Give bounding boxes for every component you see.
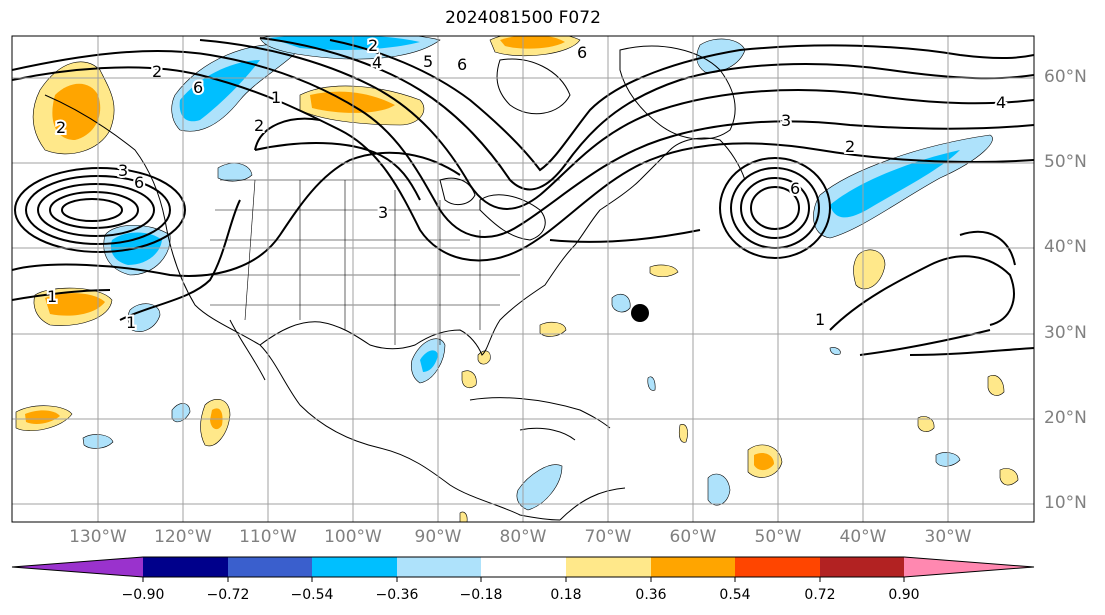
lat-label: 20°N <box>1044 408 1087 428</box>
contour-label: 6 <box>457 55 467 74</box>
colorbar-tick-label: −0.36 <box>375 587 419 603</box>
shade-pos <box>500 36 565 49</box>
shade-pos <box>987 374 1005 396</box>
colorbar-tick-label: −0.18 <box>459 587 503 603</box>
colorbar-bin <box>481 557 566 577</box>
colorbar-bin <box>143 557 228 577</box>
shade-neg <box>171 403 191 423</box>
colorbar-tick-label: 0.72 <box>804 587 836 603</box>
lat-label: 30°N <box>1044 323 1087 343</box>
lon-label: 100°W <box>324 527 382 547</box>
lon-label: 90°W <box>414 527 462 547</box>
colorbar-bin <box>820 557 904 577</box>
shade-neg <box>179 60 260 122</box>
contour-label: 6 <box>193 78 203 97</box>
contour-label: 2 <box>56 118 66 137</box>
contour-labels: 1 1 1 1 2 2 2 2 2 3 3 3 4 4 5 6 6 6 6 6 <box>45 36 1008 334</box>
state-borders <box>205 179 560 345</box>
colorbar-bin <box>312 557 397 577</box>
lat-label: 50°N <box>1044 152 1087 172</box>
shade-neg <box>647 376 656 391</box>
colorbar-tick-label: −0.90 <box>121 587 165 603</box>
shade-pos <box>999 468 1019 486</box>
shade-pos <box>459 511 468 522</box>
lon-label: 60°W <box>669 527 717 547</box>
shade-neg <box>127 303 161 332</box>
lat-label: 10°N <box>1044 493 1087 513</box>
shade-neg <box>217 162 253 182</box>
shade-pos <box>539 321 567 337</box>
colorbar-tick-label: −0.72 <box>206 587 250 603</box>
colorbar-tick-label: 0.36 <box>635 587 667 603</box>
contour-label: 2 <box>845 137 855 156</box>
contour-label: 2 <box>254 116 264 135</box>
shade-pos <box>853 249 886 290</box>
lon-label: 30°W <box>924 527 972 547</box>
contour-label: 3 <box>378 203 388 222</box>
shade-pos <box>477 350 491 365</box>
colorbar-bin <box>228 557 312 577</box>
lat-label: 60°N <box>1044 67 1087 87</box>
contour-label: 5 <box>423 52 433 71</box>
colorbar-bin <box>651 557 735 577</box>
shade-pos <box>461 370 477 389</box>
shade-pos <box>649 264 679 277</box>
storm-center-marker <box>631 304 649 322</box>
shade-neg <box>420 350 438 372</box>
lon-label: 80°W <box>499 527 547 547</box>
lon-label: 110°W <box>239 527 297 547</box>
shade-pos <box>917 416 935 432</box>
shade-neg <box>829 347 841 355</box>
lon-label: 70°W <box>584 527 632 547</box>
colorbar-tick-label: 0.90 <box>888 587 920 603</box>
contour-label: 4 <box>996 93 1006 112</box>
shade-neg <box>611 293 631 313</box>
shade-pos <box>45 293 105 316</box>
contour-label: 1 <box>815 310 825 329</box>
shade-pos <box>25 410 60 424</box>
lon-label: 40°W <box>839 527 887 547</box>
colorbar-tick-label: −0.54 <box>290 587 334 603</box>
shade-pos <box>678 424 688 443</box>
contour-label: 3 <box>781 111 791 130</box>
shade-neg <box>707 473 731 506</box>
shade-pos <box>52 83 101 140</box>
contour-label: 4 <box>372 53 382 72</box>
map-frame <box>11 35 1035 523</box>
contour-label: 1 <box>126 313 136 332</box>
map-title: 2024081500 F072 <box>445 8 601 28</box>
gridlines <box>12 36 1034 522</box>
colorbar <box>11 556 1035 582</box>
colorbar-extend-high <box>904 557 1034 577</box>
contour-label: 2 <box>152 62 162 81</box>
contour-label: 3 <box>118 161 128 180</box>
contour-label: 6 <box>577 43 587 62</box>
colorbar-bin <box>397 557 481 577</box>
contour-label: 6 <box>790 179 800 198</box>
contour-label: 1 <box>47 287 57 306</box>
colorbar-tick-label: 0.54 <box>719 587 751 603</box>
colorbar-bin <box>735 557 820 577</box>
shaded-anomalies <box>15 36 1019 522</box>
contour-label: 1 <box>271 88 281 107</box>
contour-label: 6 <box>134 173 144 192</box>
shade-pos <box>754 453 774 471</box>
colorbar-extend-low <box>12 557 143 577</box>
lon-label: 120°W <box>154 527 212 547</box>
lat-label: 40°N <box>1044 237 1087 257</box>
colorbar-tick-label: 0.18 <box>550 587 582 603</box>
lon-label: 130°W <box>69 527 127 547</box>
shade-neg <box>516 464 563 511</box>
contour-lines <box>12 37 1034 356</box>
lon-label: 50°W <box>754 527 802 547</box>
colorbar-bin <box>566 557 651 577</box>
contour-label: 2 <box>368 36 378 55</box>
